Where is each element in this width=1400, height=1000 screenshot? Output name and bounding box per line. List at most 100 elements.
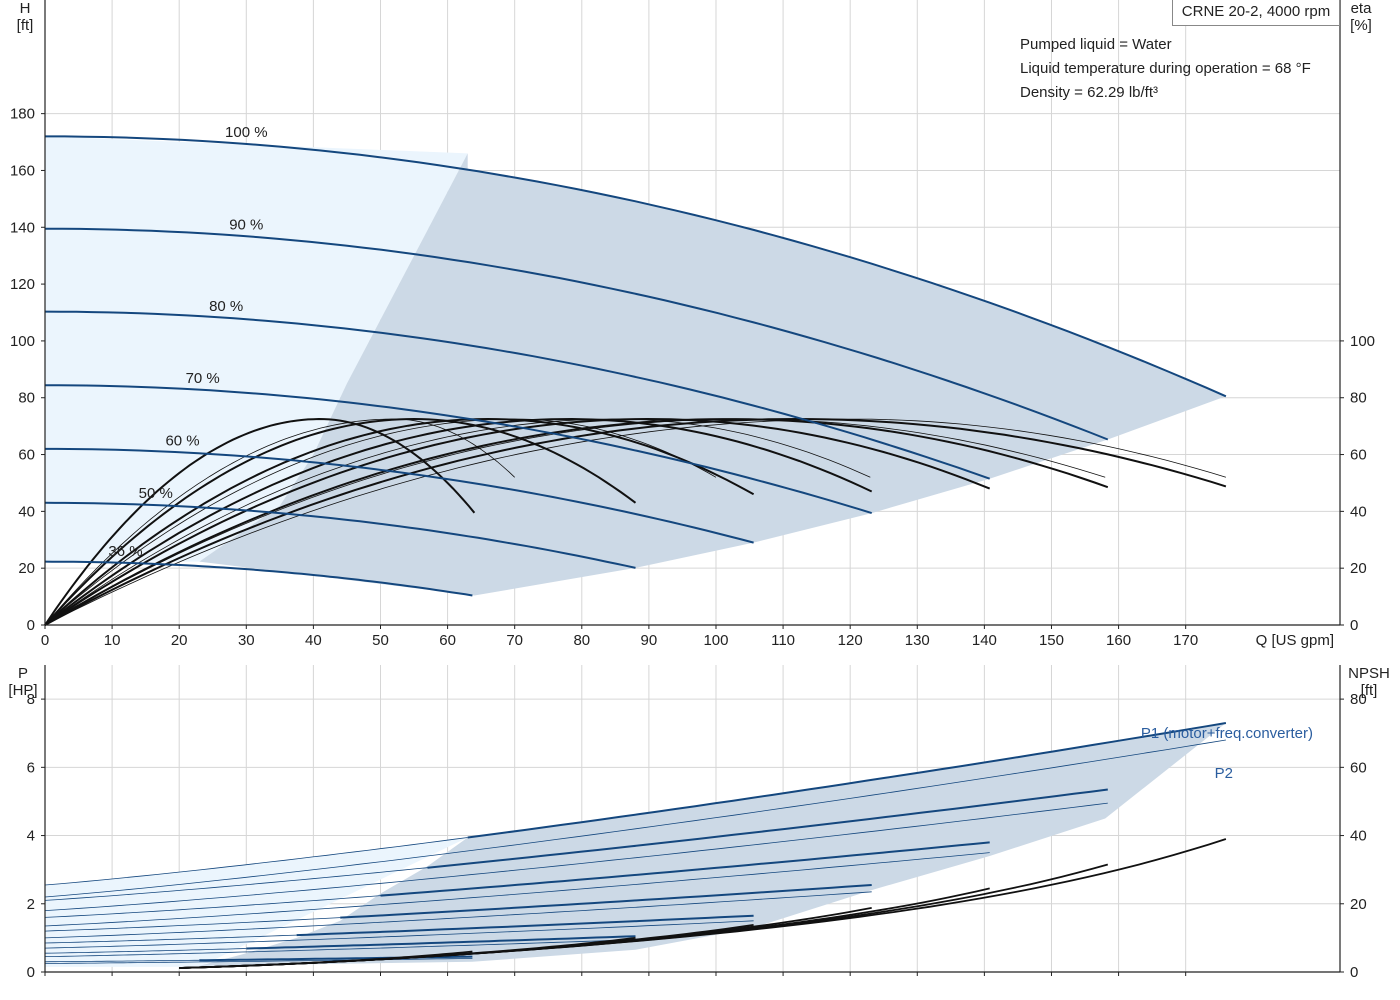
efficiency-curve (44, 418, 1109, 626)
efficiency-curve (44, 418, 717, 626)
y-tick-label: 100 (10, 333, 35, 350)
eta-axis-label: eta (1351, 0, 1373, 17)
x-tick-label: 40 (305, 632, 322, 649)
y-tick-label: 140 (10, 219, 35, 236)
eta-tick-label: 60 (1350, 447, 1367, 464)
p-unit-label: [HP] (8, 682, 37, 699)
head-curve (45, 135, 1227, 398)
p1-curve (340, 884, 872, 919)
efficiency-curve (44, 417, 476, 626)
p2-curve (44, 891, 872, 939)
pump-title-box: CRNE 20-2, 4000 rpm (1172, 0, 1340, 26)
x-tick-label: 140 (972, 632, 997, 649)
efficiency-curve (44, 418, 1227, 626)
x-tick-label: 30 (238, 632, 255, 649)
light-power-region (45, 837, 468, 967)
y-tick-label: 20 (18, 560, 35, 577)
npsh-tick-label: 40 (1350, 828, 1367, 845)
y-tick-label: 80 (18, 390, 35, 407)
p1-curve-extended (44, 837, 468, 886)
p1-curve (467, 722, 1227, 839)
x-tick-label: 120 (838, 632, 863, 649)
density-text: Density = 62.29 lb/ft³ (1020, 84, 1158, 101)
npsh-tick-label: 80 (1350, 691, 1367, 708)
npsh-tick-label: 0 (1350, 964, 1358, 981)
p2-curve (44, 958, 473, 964)
npsh-unit-label: [ft] (1361, 682, 1378, 699)
head-curve (44, 384, 872, 515)
efficiency-curve (44, 418, 1106, 626)
efficiency-curve (44, 417, 637, 626)
speed-label: 36 % (108, 543, 142, 560)
speed-label: 70 % (186, 370, 220, 387)
x-tick-label: 160 (1106, 632, 1131, 649)
p1-curve-extended (44, 917, 341, 932)
head-curve (44, 560, 473, 597)
p1-curve (427, 788, 1108, 869)
operating-conditions: Pumped liquid = Water Liquid temperature… (1020, 33, 1311, 105)
h-axis-label: H (20, 0, 31, 17)
p1-curve (380, 841, 990, 897)
y-tick-label: 160 (10, 162, 35, 179)
p1-curve-extended (44, 895, 381, 918)
x-tick-label: 50 (372, 632, 389, 649)
head-efficiency-panel: 100 % 90 % 80 % 70 % 60 % 50 % 36 % 0 20 40 60 80 10… (10, 0, 1375, 649)
eta-tick-label: 40 (1350, 503, 1367, 520)
npsh-tick-label: 20 (1350, 896, 1367, 913)
p1-curve-extended (44, 959, 200, 963)
speed-label: 60 % (165, 432, 199, 449)
head-curve (45, 447, 754, 544)
dark-power-region (199, 723, 1226, 966)
x-tick-label: 80 (573, 632, 590, 649)
x-tick-label: 60 (439, 632, 456, 649)
pumped-liquid-text: Pumped liquid = Water (1020, 36, 1172, 53)
head-curve (44, 501, 636, 569)
p2-curve (44, 739, 1226, 898)
y-tick-label: 180 (10, 106, 35, 123)
speed-label: 100 % (225, 124, 268, 141)
p-tick-label: 4 (27, 828, 35, 845)
eta-unit-label: [%] (1350, 17, 1372, 34)
speed-label: 90 % (229, 216, 263, 233)
y-tick-label: 0 (27, 617, 35, 634)
p1-curve (296, 914, 754, 937)
p-axis-label: P (18, 665, 28, 682)
x-tick-label: 90 (641, 632, 658, 649)
x-tick-label: 10 (104, 632, 121, 649)
npsh-axis-label: NPSH (1348, 665, 1390, 682)
p2-curve (44, 852, 990, 927)
x-tick-label: 20 (171, 632, 188, 649)
eta-tick-label: 80 (1350, 390, 1367, 407)
efficiency-curve (44, 417, 1227, 626)
eta-tick-label: 100 (1350, 333, 1375, 350)
p2-curve (44, 802, 1108, 911)
p1-curve-extended (44, 934, 297, 944)
y-tick-label: 60 (18, 447, 35, 464)
eta-tick-label: 0 (1350, 617, 1358, 634)
x-tick-label: 130 (905, 632, 930, 649)
x-tick-label: 110 (771, 632, 795, 649)
efficiency-curve (44, 417, 755, 626)
x-tick-label: 100 (703, 632, 728, 649)
x-tick-label: 150 (1039, 632, 1064, 649)
h-unit-label: [ft] (17, 17, 34, 34)
x-tick-label: 170 (1173, 632, 1198, 649)
efficiency-curve (44, 417, 991, 626)
y-tick-label: 40 (18, 503, 35, 520)
p-tick-label: 0 (27, 964, 35, 981)
npsh-tick-label: 60 (1350, 759, 1367, 776)
p2-curve (44, 939, 636, 957)
p1-curve (246, 935, 636, 950)
p2-series-label: P2 (1215, 765, 1233, 782)
p1-curve-extended (44, 867, 428, 901)
head-curve (44, 227, 1109, 441)
y-tick-label: 120 (10, 276, 35, 293)
light-operating-region (45, 136, 468, 562)
p1-series-label: P1 (motor+freq.converter) (1141, 725, 1313, 742)
p1-curve-extended (44, 948, 247, 954)
eta-tick-label: 20 (1350, 560, 1367, 577)
efficiency-curve (44, 417, 873, 626)
x-tick-label: 70 (506, 632, 523, 649)
